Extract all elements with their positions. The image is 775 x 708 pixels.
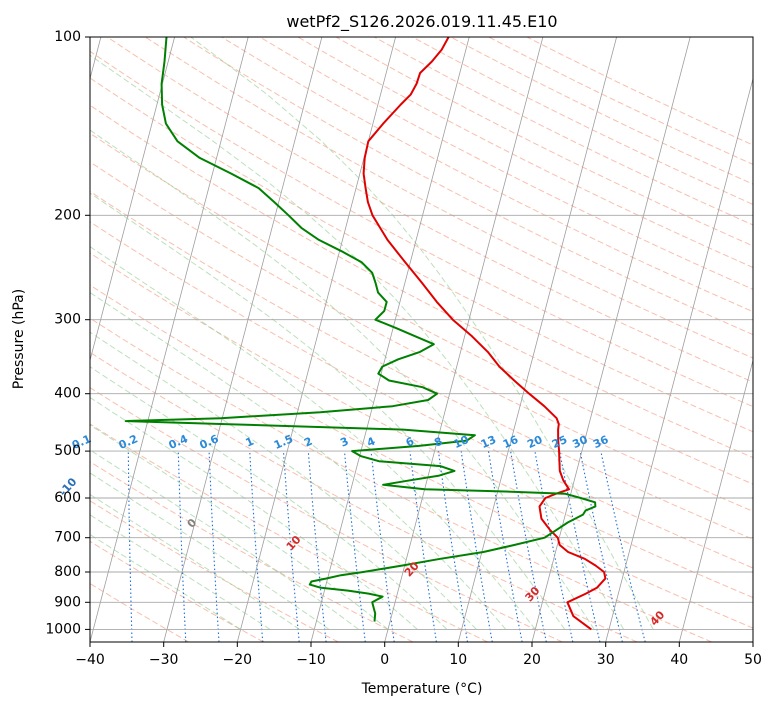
dry-adiabat: [183, 37, 753, 336]
mixing-ratio-line: [460, 451, 493, 642]
isotherm: [90, 37, 175, 362]
mixing-ratio-line: [534, 451, 574, 642]
moist-adiabat: [90, 449, 359, 630]
mixing-ratio-label: 20: [525, 433, 545, 451]
x-tick-label: 20: [523, 652, 541, 668]
dry-adiabat: [90, 132, 753, 485]
y-axis-label: Pressure (hPa): [11, 289, 27, 389]
x-tick-label: −10: [296, 652, 326, 668]
mixing-ratio-line: [343, 451, 366, 642]
dry-adiabat: [90, 221, 753, 569]
moist-adiabat: [90, 129, 595, 630]
moist-adiabat: [90, 366, 448, 630]
isotherm: [163, 37, 323, 642]
y-axis-ticks: 100 200 300 400 500 600 700 800 900 1000: [45, 29, 90, 637]
y-tick-label: 800: [54, 564, 81, 580]
moist-adiabat: [90, 396, 418, 630]
y-tick-label: 500: [54, 443, 81, 459]
isotherm: [678, 358, 753, 642]
y-tick-label: 600: [54, 490, 81, 506]
moist-adiabat: [90, 424, 389, 630]
y-tick-label: 400: [54, 386, 81, 402]
dry-adiabat: [145, 37, 753, 359]
dry-adiabat: [90, 190, 753, 540]
moist-adiabat: [90, 54, 625, 630]
mixing-ratio-line: [81, 451, 82, 642]
mixing-ratio-label: 30: [570, 433, 590, 451]
dry-adiabat: [526, 37, 753, 146]
dry-adiabat: [90, 50, 753, 408]
x-tick-label: 50: [744, 652, 762, 668]
plot-frame: [89, 36, 754, 643]
moist-adiabat: [90, 331, 477, 630]
mixing-ratio-line: [600, 450, 646, 642]
mixing-ratio-line: [409, 451, 437, 642]
mixing-ratio-label: 36: [591, 433, 611, 451]
mixing-ratio-line: [579, 450, 623, 642]
y-tick-label: 100: [54, 29, 81, 45]
x-axis-label: Temperature (°C): [361, 681, 483, 697]
y-tick-label: 1000: [45, 621, 81, 637]
y-tick-label: 300: [54, 312, 81, 328]
mixing-ratio-label: 16: [501, 433, 521, 451]
y-tick-label: 900: [54, 594, 81, 610]
moist-adiabat: [90, 291, 507, 630]
dry-adiabat: [90, 500, 339, 642]
mixing-ratio-label: 10: [452, 433, 472, 451]
dry-adiabat: [90, 317, 712, 642]
isotherm: [605, 77, 753, 642]
dry-adiabat: [374, 37, 753, 226]
dry-adiabat: [90, 387, 563, 642]
y-tick-label: 200: [54, 207, 81, 223]
x-tick-label: 10: [449, 652, 467, 668]
moist-adiabat: [90, 493, 300, 630]
x-tick-label: −20: [223, 652, 253, 668]
moist-adiabat: [90, 472, 330, 630]
mixing-ratio-line: [370, 451, 395, 642]
x-tick-label: 30: [597, 652, 615, 668]
isotherm: [310, 37, 470, 642]
isotherm: [752, 640, 753, 642]
mixing-ratio-line: [437, 451, 469, 642]
dry-adiabat: [412, 37, 753, 205]
dry-adiabat: [297, 37, 753, 268]
y-tick-label: 700: [54, 530, 81, 546]
isotherm: [457, 37, 617, 642]
isotherm: [90, 37, 249, 642]
dry-adiabat: [259, 37, 753, 290]
profile-lines: [124, 37, 607, 631]
mixing-ratio-label: 13: [479, 433, 498, 451]
moist-adiabat: [90, 192, 566, 630]
dry-adiabat: [90, 104, 753, 459]
moist-adiabat: [190, 37, 654, 630]
x-axis-ticks: −40 −30 −20 −10 0 10 20 30 40 50: [75, 642, 762, 668]
dry-adiabat: [90, 77, 753, 433]
x-tick-label: 40: [670, 652, 688, 668]
isotherm: [236, 37, 396, 642]
moist-adiabat: [90, 514, 271, 630]
chart-title: wetPf2_S126.2026.019.11.45.E10: [286, 12, 557, 32]
temperature-line: [362, 37, 607, 631]
dewpoint-line: [124, 37, 597, 622]
x-tick-label: −30: [149, 652, 179, 668]
moist-adiabat: [90, 246, 536, 630]
line-labels: -100-90-80-70-60-50-40-30-20-10010203040…: [57, 432, 668, 628]
dry-adiabat: [488, 37, 753, 165]
dry-adiabat: [106, 37, 753, 383]
x-tick-label: −40: [75, 652, 105, 668]
mixing-ratio-label: 25: [550, 433, 569, 451]
mixing-ratio-line: [510, 451, 547, 642]
isotherm: [384, 37, 544, 642]
x-tick-label: 0: [380, 652, 389, 668]
mixing-ratio-line: [559, 450, 601, 642]
dry-adiabat: [90, 252, 753, 599]
background-lines: [81, 37, 753, 642]
